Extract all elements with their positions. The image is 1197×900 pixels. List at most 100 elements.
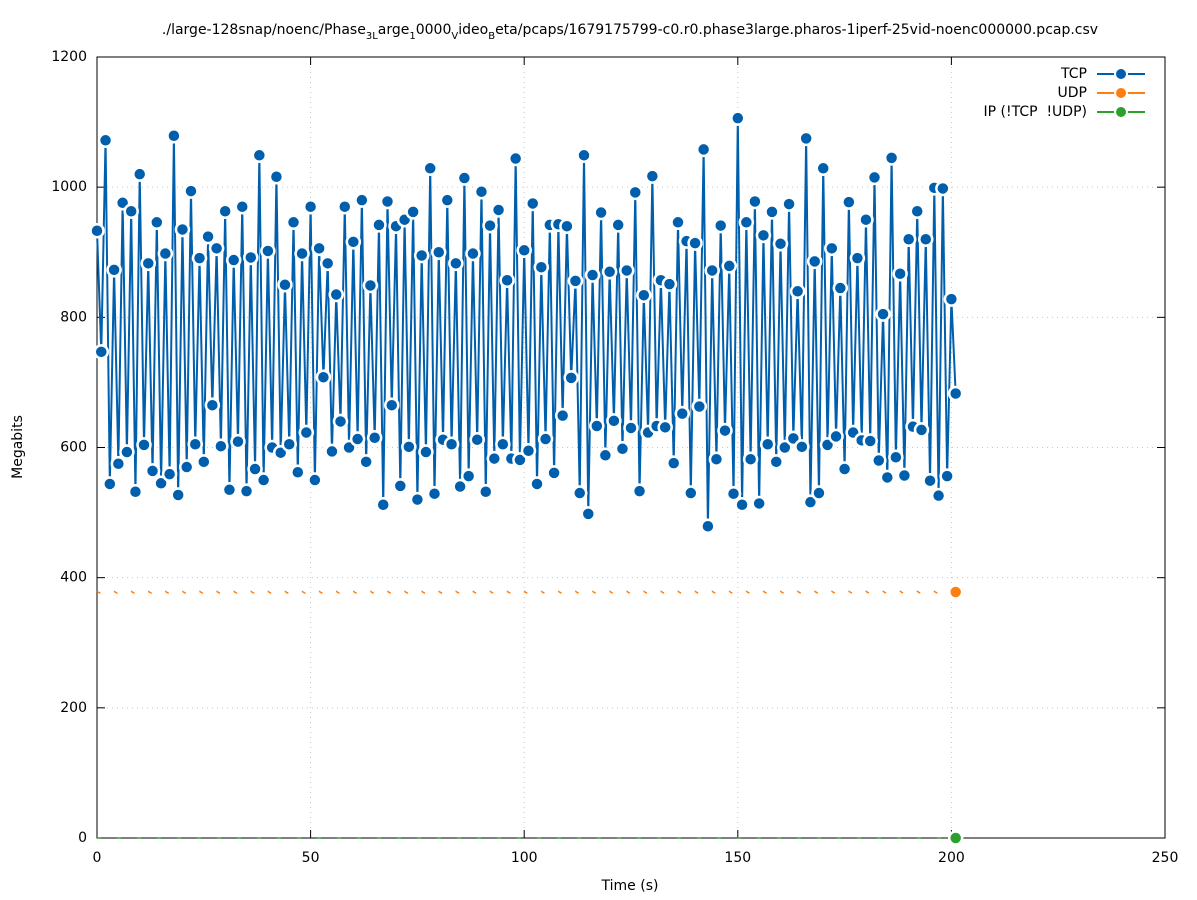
data-point [490,202,507,218]
data-point [106,262,122,278]
data-point [375,497,391,513]
data-point [294,245,310,262]
y-tick-label: 400 [60,570,87,586]
chart-title: ./large-128snap/noenc/Phase3Large10000Vi… [162,22,1098,42]
data-point [200,228,216,245]
data-point [593,204,609,221]
data-point [704,262,720,279]
data-point [900,231,917,247]
data-point [243,249,259,266]
data-point [149,214,165,231]
data-point [794,439,810,455]
data-point [644,168,661,184]
x-axis-label: Time (s) [601,878,659,894]
data-point [281,436,297,452]
data-point [443,436,460,452]
data-point [730,110,746,126]
x-tick-label: 250 [1152,850,1179,866]
data-point [717,422,733,439]
data-point [734,497,750,513]
x-tick-label: 100 [511,850,538,866]
data-point [384,397,400,413]
data-point [670,214,686,231]
data-point [546,465,562,481]
data-point [789,283,806,300]
data-point [559,218,575,234]
data-point [495,436,511,452]
data-point [97,132,114,149]
data-point [307,472,323,488]
data-point [127,484,144,500]
data-point [610,217,626,233]
data-point [580,506,597,522]
data-point [452,478,468,495]
data-point [170,487,186,503]
data-point [935,180,951,197]
data-point [802,494,819,510]
data-point [755,227,772,244]
data-point [371,217,387,233]
data-point [631,483,648,499]
data-point [567,273,584,289]
data-point [828,428,844,445]
data-point [401,439,417,455]
data-point [862,433,878,449]
data-point [328,286,344,303]
data-point [943,291,960,307]
title-part: arge [378,22,410,38]
data-point [674,405,691,422]
data-point [93,344,110,360]
data-point [618,262,635,279]
data-point [465,245,481,262]
data-point [507,150,524,167]
data-point [208,240,225,257]
data-point [448,255,464,272]
data-point [161,466,178,482]
data-point [913,422,930,438]
data-point [217,203,233,219]
data-point [858,211,874,228]
data-point [777,439,793,456]
data-point [614,441,631,457]
title-part: ideo [458,22,488,38]
data-point [832,280,849,296]
data-point [554,407,571,424]
data-point [918,231,934,247]
y-tick-label: 800 [60,309,87,325]
data-point [524,195,541,212]
data-point [123,203,139,219]
data-point [892,265,908,282]
data-point [354,192,370,208]
data-point [759,436,776,452]
plot-border [96,56,1166,839]
data-point [426,485,443,502]
y-tick-label: 1000 [51,179,87,195]
data-point [418,444,434,460]
data-point [947,830,964,846]
series-line [96,590,956,595]
data-point [119,444,135,460]
data-point [708,451,725,467]
data-point [665,455,682,471]
x-tick-label: 200 [938,850,965,866]
legend-label: IP (!TCP !UDP) [984,104,1088,120]
data-point [516,242,532,259]
data-point [478,484,494,500]
data-point [589,418,605,434]
data-point [871,452,887,469]
data-point [191,250,208,266]
data-point [460,468,477,484]
data-point [747,193,763,210]
data-point [456,170,473,186]
data-point [337,198,353,215]
data-point [712,217,729,234]
y-tick-label: 0 [78,830,87,846]
data-point [661,276,678,292]
data-point [174,221,191,238]
data-point [768,454,784,470]
data-point [875,306,891,322]
data-point [486,450,503,467]
data-point [439,192,456,208]
legend-label: UDP [1058,85,1087,101]
data-point [781,196,797,212]
